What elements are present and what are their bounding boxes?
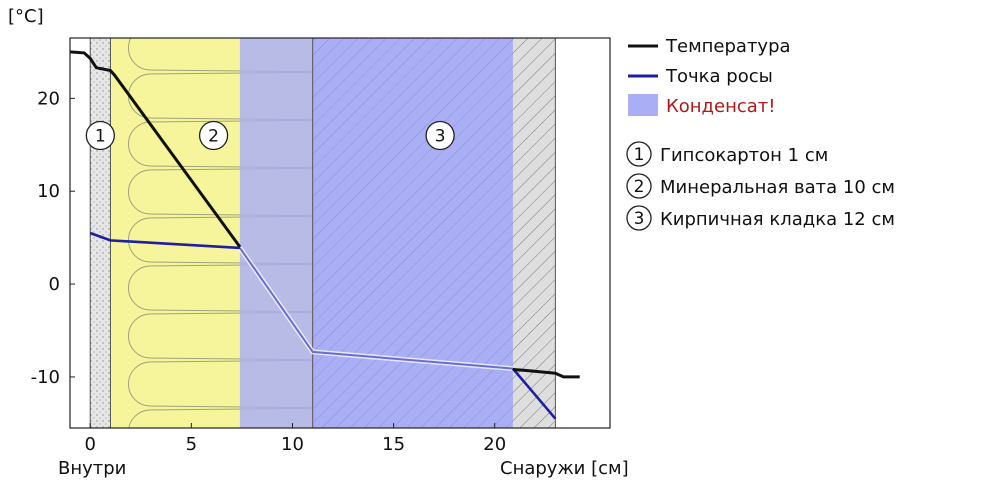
layer-legend-marker [626,173,652,199]
condensation-line [239,247,513,370]
x-tick-label: 10 [281,434,304,455]
layer-legend-marker [626,141,652,167]
layer-2-marker: 2 [198,120,229,151]
legend-item-2: Точка росы [628,66,773,87]
layer-legend-item-1: 1 Гипсокартон 1 см [626,141,828,167]
y-tick-label: -10 [31,367,60,388]
x-axis-outside-label: Снаружи [см] [500,458,629,479]
legend-label: Конденсат! [666,96,775,117]
legend: Температура Точка росы Конденсат! 1 Гипсокар… [626,36,895,231]
layer-legend-number: 2 [634,177,645,197]
x-tick-label: 20 [483,434,506,455]
x-tick-label: 15 [382,434,405,455]
svg-text:3: 3 [435,127,446,147]
legend-swatch [628,94,658,116]
layer-legend-label: Минеральная вата 10 см [660,177,895,198]
svg-text:1: 1 [95,127,106,147]
layer-1-marker: 1 [85,120,115,151]
condensation-zone-brick [312,38,513,428]
temperature-line-outside [512,368,580,379]
plot-frame [69,37,611,429]
legend-item-3: Конденсат! [628,94,775,117]
y-axis-unit-label: [°C] [8,6,44,27]
svg-text:2: 2 [208,127,219,147]
temperature-line [70,50,242,248]
layer-legend-item-3: 3 Кирпичная кладка 12 см [626,205,895,231]
layer-legend-label: Кирпичная кладка 12 см [660,209,895,230]
layer-3-marker: 3 [425,120,455,151]
legend-label: Температура [665,36,791,57]
legend-label: Точка росы [665,66,773,87]
condensation-zone-wool [239,38,313,428]
y-tick-label: 10 [37,181,60,202]
layer-legend-number: 1 [634,145,645,165]
y-tick-label: 20 [37,88,60,109]
layer-legend-label: Гипсокартон 1 см [660,145,828,166]
x-tick-label: 5 [186,434,197,455]
layer-legend-number: 3 [634,209,645,229]
dew-point-line [89,231,240,250]
x-axis-inside-label: Внутри [58,458,126,479]
x-tick-label: 0 [84,434,95,455]
legend-item-1: Температура [628,36,791,57]
layer-legend-item-2: 2 Минеральная вата 10 см [626,173,895,199]
y-tick-label: 0 [49,274,60,295]
dew-point-line-outside [511,367,557,420]
layer-legend-marker [626,205,652,231]
